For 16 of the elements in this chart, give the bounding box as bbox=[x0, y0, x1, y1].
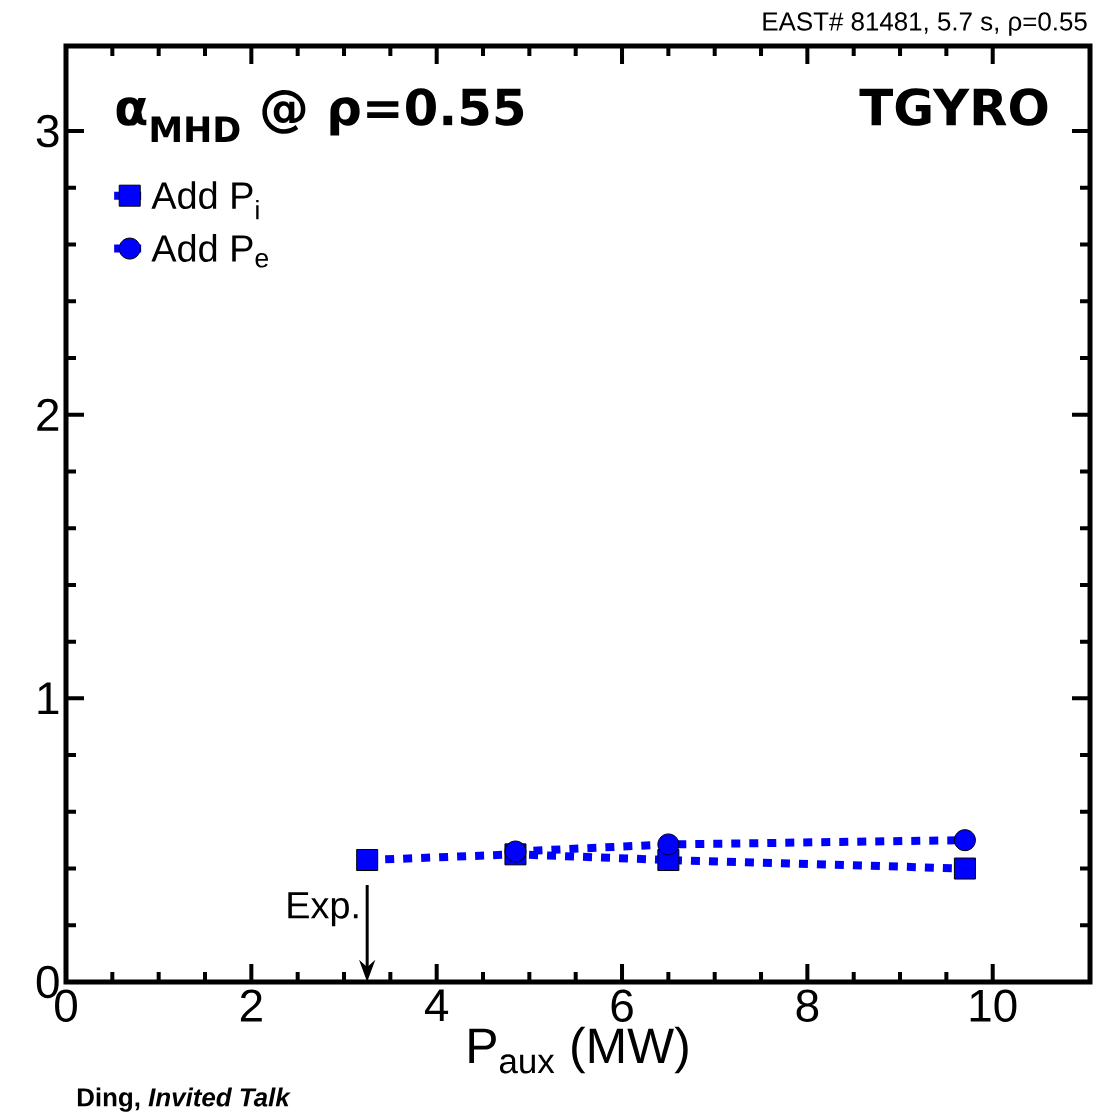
legend-label: Add P$_{i}$ bbox=[151, 181, 259, 220]
text: Ding, Invited Talk bbox=[77, 1087, 291, 1112]
x-tick-label: 10 bbox=[970, 989, 1017, 1022]
y-tick-label: 3 bbox=[36, 114, 59, 148]
annotation: TGYRO bbox=[859, 88, 1048, 126]
text: EAST# 81481, 5.7 s, ρ=0.55 bbox=[763, 12, 1087, 36]
x-tick-label: 2 bbox=[240, 989, 262, 1022]
legend-label: Add P$_{e}$ bbox=[151, 234, 269, 268]
y-tick-label: 2 bbox=[37, 398, 59, 431]
x-tick-label: 8 bbox=[796, 989, 819, 1022]
x-tick-label: 6 bbox=[611, 989, 633, 1022]
annotation: α$_{MHD}$ @ ρ=0.55 bbox=[116, 88, 524, 143]
annotation: Exp. bbox=[288, 892, 358, 927]
x-axis-title: P$_{aux}$ (MW) bbox=[469, 1026, 688, 1074]
x-tick-label: 4 bbox=[424, 989, 449, 1022]
y-tick-label: 1 bbox=[38, 682, 59, 715]
